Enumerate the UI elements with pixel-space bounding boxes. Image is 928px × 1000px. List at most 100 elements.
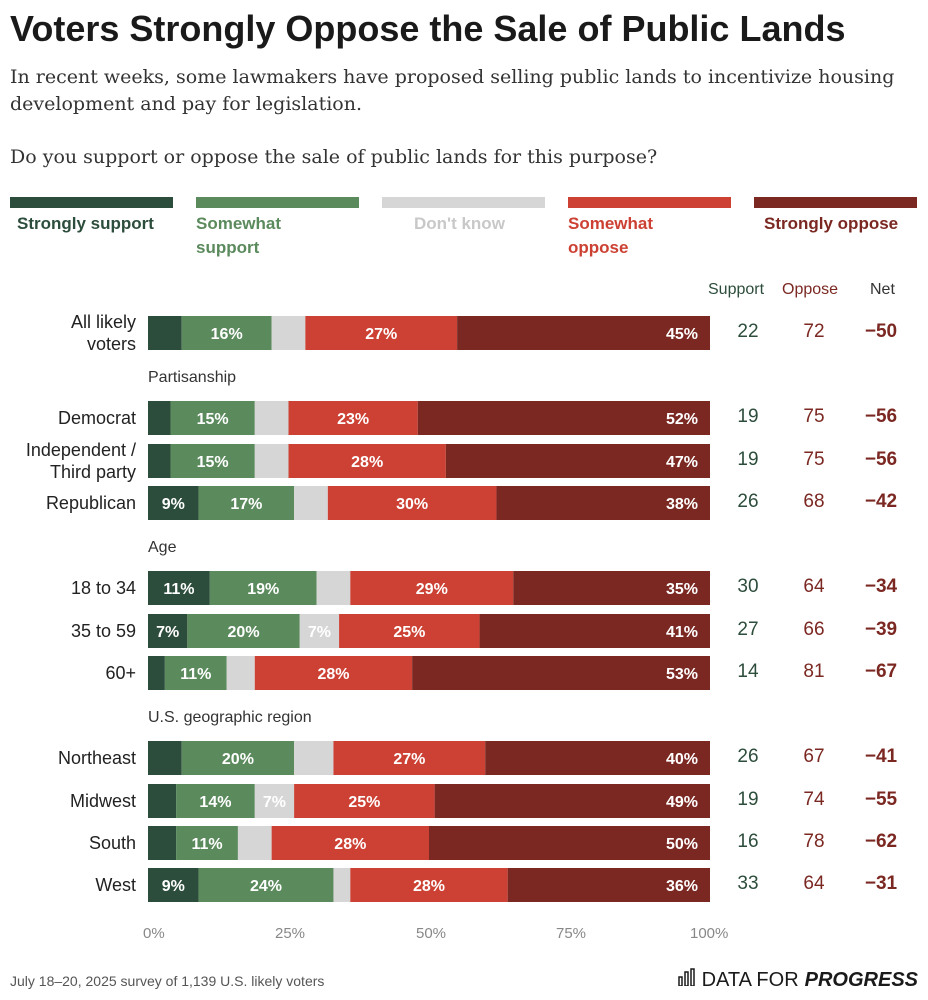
oppose-value: 64	[803, 873, 825, 894]
column-header-net: Net	[870, 281, 895, 298]
bar-segment-10-2	[333, 868, 351, 902]
row-label: Democrat	[57, 408, 136, 428]
bar-segment-10-4	[507, 868, 710, 902]
bar-label-8-1: 14%	[199, 794, 231, 811]
bar-label-9-4: 50%	[666, 836, 698, 853]
bar-segment-9-4	[429, 826, 710, 860]
legend-label-somewhat-support: Somewhat support	[196, 214, 282, 257]
net-value: −62	[864, 831, 898, 852]
bar-segment-3-3	[327, 486, 497, 520]
legend-swatch-dont-know	[382, 197, 545, 208]
bar-label-6-3: 28%	[317, 666, 349, 683]
bar-label-9-1: 11%	[191, 836, 222, 853]
oppose-value: 68	[803, 491, 825, 512]
support-value: 27	[737, 619, 759, 640]
row-label: 18 to 34	[70, 578, 136, 598]
bar-segment-6-3	[254, 656, 413, 690]
oppose-value: 72	[803, 321, 825, 342]
support-value: 26	[737, 491, 759, 512]
bar-segment-3-2	[294, 486, 328, 520]
bar-label-2-4: 47%	[666, 454, 698, 471]
bar-segment-2-1	[170, 444, 255, 478]
bar-label-10-0: 9%	[162, 878, 185, 895]
bar-segment-1-4	[417, 401, 710, 435]
support-value: 19	[737, 449, 759, 470]
bar-label-8-2: 7%	[263, 794, 286, 811]
bar-segment-5-3	[339, 614, 480, 648]
bar-label-1-1: 15%	[197, 411, 229, 428]
support-value: 19	[737, 789, 759, 810]
legend-label-somewhat-oppose: Somewhat oppose	[568, 214, 654, 257]
legend-swatch-somewhat-support	[196, 197, 359, 208]
support-value: 16	[737, 831, 759, 852]
group-label-region: U.S. geographic region	[148, 709, 312, 726]
net-value: −50	[864, 321, 898, 342]
x-tick-75: 75%	[556, 925, 587, 942]
bar-chart-icon	[677, 968, 696, 992]
bar-label-0-4: 45%	[666, 326, 698, 343]
bar-segment-10-0	[148, 868, 199, 902]
bar-segment-1-0	[148, 401, 171, 435]
bar-label-5-0: 7%	[156, 624, 179, 641]
group-label-partisanship: Partisanship	[148, 369, 237, 386]
bar-segment-7-0	[148, 741, 182, 775]
net-value: −39	[864, 619, 898, 640]
bar-label-4-0: 11%	[163, 581, 194, 598]
bar-segment-3-4	[496, 486, 710, 520]
bar-segment-0-4	[457, 316, 710, 350]
bar-label-2-3: 28%	[351, 454, 383, 471]
bar-label-4-1: 19%	[247, 581, 279, 598]
bar-segment-4-0	[148, 571, 210, 605]
bar-segment-4-3	[350, 571, 514, 605]
bar-segment-4-1	[209, 571, 317, 605]
bar-segment-2-2	[254, 444, 289, 478]
row-label: Independent / Third party	[25, 440, 136, 482]
bar-label-0-3: 27%	[365, 326, 397, 343]
bar-segment-5-2	[299, 614, 340, 648]
net-value: −55	[864, 789, 898, 810]
bar-label-5-2: 7%	[308, 624, 331, 641]
row-label: Midwest	[69, 791, 136, 811]
net-value: −67	[864, 661, 898, 682]
bar-segment-7-3	[333, 741, 486, 775]
net-value: −42	[864, 491, 898, 512]
bar-label-3-1: 17%	[230, 496, 262, 513]
bar-segment-10-1	[198, 868, 334, 902]
bar-label-5-4: 41%	[666, 624, 698, 641]
bar-segment-5-4	[479, 614, 710, 648]
net-value: −56	[864, 449, 898, 470]
legend-swatch-somewhat-oppose	[568, 197, 731, 208]
bar-segment-1-2	[254, 401, 289, 435]
row-label: 60+	[105, 663, 136, 683]
support-value: 14	[737, 661, 759, 682]
bar-label-3-4: 38%	[666, 496, 698, 513]
oppose-value: 66	[803, 619, 825, 640]
bar-segment-1-3	[288, 401, 418, 435]
bar-segment-7-4	[485, 741, 710, 775]
brand-prefix: DATA FOR	[701, 968, 799, 991]
bar-segment-5-1	[187, 614, 300, 648]
bar-segment-6-4	[412, 656, 710, 690]
legend-swatch-strongly-support	[10, 197, 173, 208]
bar-segment-0-2	[271, 316, 306, 350]
bar-label-8-3: 25%	[348, 794, 380, 811]
net-value: −56	[864, 406, 898, 427]
bar-label-10-4: 36%	[666, 878, 698, 895]
bar-segment-8-2	[254, 784, 295, 818]
oppose-value: 75	[803, 406, 825, 427]
row-label: Republican	[45, 493, 136, 513]
bar-segment-9-0	[148, 826, 177, 860]
bar-label-1-3: 23%	[337, 411, 369, 428]
bar-segment-0-1	[181, 316, 272, 350]
bar-segment-3-0	[148, 486, 199, 520]
legend-swatch-strongly-oppose	[754, 197, 917, 208]
bar-label-10-1: 24%	[250, 878, 282, 895]
x-tick-25: 25%	[275, 925, 306, 942]
group-label-age: Age	[148, 539, 177, 556]
bar-label-2-1: 15%	[197, 454, 229, 471]
bar-segment-1-1	[170, 401, 255, 435]
row-label: Northeast	[57, 748, 136, 768]
x-tick-0: 0%	[143, 925, 165, 942]
row-label: 35 to 59	[70, 621, 136, 641]
